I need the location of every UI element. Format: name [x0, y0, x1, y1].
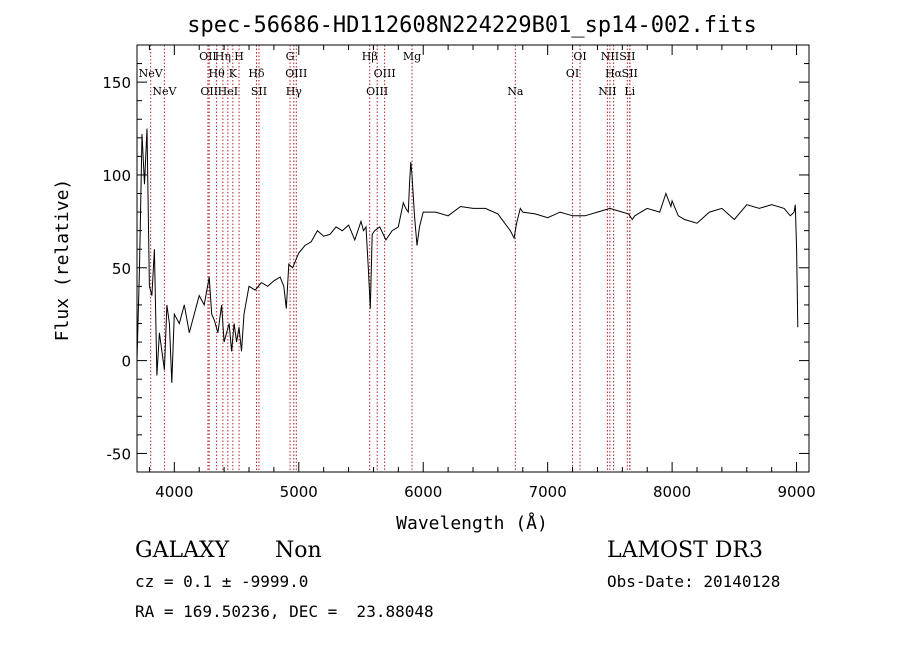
y-tick-label: 100 — [102, 167, 131, 185]
line-label-4: Hη — [215, 50, 231, 63]
x-axis-ticks: 4000 5000 6000 7000 8000 9000 — [148, 45, 816, 501]
line-label-0: NeV — [139, 67, 164, 80]
x-tick-label: 8000 — [653, 483, 691, 501]
redshift-readout: cz = 0.1 ± -9999.0 — [135, 572, 309, 591]
line-label-22: Hα — [605, 67, 623, 80]
line-label-17: Mg — [403, 50, 421, 63]
plot-frame — [136, 44, 810, 473]
x-tick-label: 9000 — [777, 483, 815, 501]
y-tick-label: 50 — [112, 260, 131, 278]
x-tick-label: 4000 — [155, 483, 193, 501]
line-label-18: Na — [507, 85, 524, 98]
line-label-2: OII — [199, 50, 217, 63]
object-class: GALAXY — [135, 538, 230, 563]
line-label-7: H — [234, 50, 244, 63]
line-label-20: OI — [566, 67, 579, 80]
line-label-11: G — [286, 50, 295, 63]
line-label-19: OI — [573, 50, 586, 63]
line-label-8: K — [229, 67, 238, 80]
line-label-24: SII — [619, 50, 635, 63]
line-label-3: OII — [200, 85, 218, 98]
object-subclass: Non — [275, 538, 322, 563]
x-tick-label: 6000 — [404, 483, 442, 501]
line-label-14: Hβ — [362, 50, 378, 63]
spectrum-line — [136, 128, 799, 383]
line-label-10: SII — [251, 85, 267, 98]
line-label-9: Hδ — [248, 67, 265, 80]
emission-line-markers — [150, 45, 631, 472]
coordinates: RA = 169.50236, DEC = 23.88048 — [135, 602, 434, 621]
y-axis-ticks: -50 0 50 100 150 — [102, 63, 809, 463]
y-tick-label: 150 — [102, 74, 131, 92]
line-label-5: Hθ — [209, 67, 226, 80]
x-tick-label: 7000 — [529, 483, 567, 501]
line-label-13: Hγ — [286, 85, 303, 98]
y-tick-label: 0 — [121, 353, 131, 371]
survey-name: LAMOST DR3 — [607, 538, 763, 563]
line-label-15: OIII — [374, 67, 396, 80]
x-axis-label: Wavelength (Å) — [396, 512, 548, 534]
y-tick-label: -50 — [107, 445, 132, 463]
line-label-1: NeV — [152, 85, 177, 98]
line-label-16: OIII — [366, 85, 388, 98]
obs-date: Obs-Date: 20140128 — [607, 572, 781, 591]
y-axis-label: Flux (relative) — [52, 179, 73, 342]
line-label-6: HeI — [218, 85, 238, 98]
chart-title: spec-56686-HD112608N224229B01_sp14-002.f… — [187, 13, 757, 38]
line-label-12: OIII — [285, 67, 307, 80]
line-label-21: NII — [601, 50, 619, 63]
line-label-25: SII — [622, 67, 638, 80]
line-label-23: NII — [598, 85, 616, 98]
x-tick-label: 5000 — [280, 483, 318, 501]
line-label-26: Li — [624, 85, 635, 98]
